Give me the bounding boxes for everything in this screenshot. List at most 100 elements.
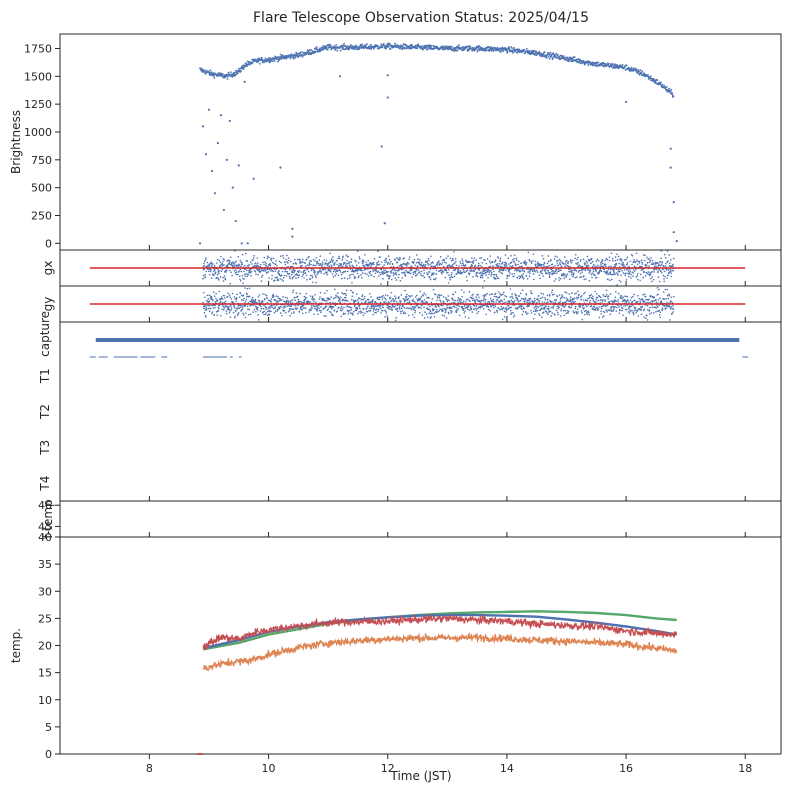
gx-point — [651, 270, 653, 273]
gy-point — [439, 300, 442, 303]
gy-point — [250, 300, 253, 302]
brightness-point — [209, 69, 212, 72]
brightness-point — [269, 61, 272, 64]
brightness-outlier — [252, 177, 255, 180]
gy-point — [500, 305, 503, 308]
gx-point — [274, 279, 276, 282]
gy-point — [287, 310, 290, 313]
gy-point — [270, 310, 272, 313]
brightness-point — [387, 42, 389, 45]
gy-point — [249, 304, 251, 307]
gx-point — [220, 270, 223, 272]
gx-point — [348, 261, 350, 263]
gx-point — [313, 269, 316, 272]
gx-point — [480, 265, 483, 268]
gx-point — [442, 265, 445, 268]
gy-point — [233, 305, 236, 308]
gy-point — [460, 299, 462, 301]
gy-point — [484, 301, 487, 303]
gy-point — [512, 297, 514, 299]
gx-point — [277, 272, 279, 274]
gx-point — [521, 268, 524, 271]
brightness-point — [344, 48, 347, 50]
gx-point — [275, 260, 277, 262]
gy-point — [363, 297, 366, 300]
gx-point — [340, 273, 343, 276]
gx-point — [451, 257, 454, 260]
gx-point — [239, 259, 241, 262]
gy-point — [538, 295, 540, 297]
gy-point — [447, 295, 450, 297]
gy-point — [572, 300, 574, 303]
gx-point — [620, 263, 623, 265]
gy-point — [505, 295, 508, 298]
gy-point — [450, 309, 452, 312]
gx-point — [607, 278, 609, 281]
gx-point — [437, 261, 440, 264]
gx-point — [596, 272, 599, 274]
brightness-point — [546, 53, 549, 56]
gy-point — [530, 309, 532, 312]
gx-point — [411, 261, 414, 263]
gy-point — [291, 308, 293, 311]
gy-point — [358, 297, 361, 300]
gy-point — [294, 305, 297, 307]
gx-point — [461, 271, 464, 274]
gx-point — [400, 265, 403, 268]
gx-point — [341, 259, 344, 261]
gy-point — [560, 296, 563, 299]
gx-point — [590, 273, 593, 276]
gy-point — [556, 305, 558, 308]
gy-point — [482, 308, 485, 310]
gy-point — [418, 306, 421, 309]
gx-point — [240, 270, 243, 273]
gy-point — [284, 306, 287, 308]
gx-point — [353, 270, 355, 273]
gy-point — [444, 310, 447, 312]
gy-point — [324, 292, 326, 294]
brightness-point — [267, 60, 270, 62]
gx-point — [601, 259, 604, 262]
gx-point — [255, 273, 257, 275]
gx-point — [291, 277, 294, 280]
gx-point — [339, 269, 341, 271]
gx-point — [517, 263, 519, 266]
gx-point — [380, 261, 383, 263]
brightness-point — [511, 47, 514, 50]
brightness-point — [394, 44, 397, 47]
gy-point — [501, 308, 504, 311]
gy-point — [407, 297, 410, 300]
gx-point — [310, 269, 313, 272]
gy-point — [440, 304, 442, 307]
gy-point — [411, 308, 413, 311]
gy-point — [235, 300, 237, 303]
gy-point — [227, 292, 229, 295]
gy-point — [225, 312, 228, 315]
gx-point — [586, 261, 589, 264]
gx-point — [263, 268, 266, 271]
gy-point — [513, 301, 515, 303]
gx-point — [547, 265, 549, 268]
gy-point — [390, 299, 393, 301]
gx-point — [518, 260, 520, 263]
brightness-point — [485, 49, 488, 52]
gx-point — [318, 264, 320, 267]
gy-point — [502, 293, 504, 296]
gx-point — [231, 263, 233, 266]
gx-point — [532, 259, 534, 262]
gy-point — [512, 311, 514, 314]
gy-point — [431, 309, 434, 312]
gy-point — [246, 287, 249, 290]
gx-point — [400, 264, 403, 266]
gy-point — [337, 295, 339, 298]
gx-point — [478, 269, 481, 271]
gy-point — [551, 300, 553, 303]
brightness-point — [328, 43, 331, 46]
gx-point — [491, 260, 494, 263]
gx-point — [257, 262, 259, 264]
gy-point — [267, 310, 269, 313]
gy-point — [526, 305, 528, 308]
gx-point — [292, 276, 294, 279]
gy-point — [381, 309, 384, 312]
gx-point — [543, 262, 546, 265]
